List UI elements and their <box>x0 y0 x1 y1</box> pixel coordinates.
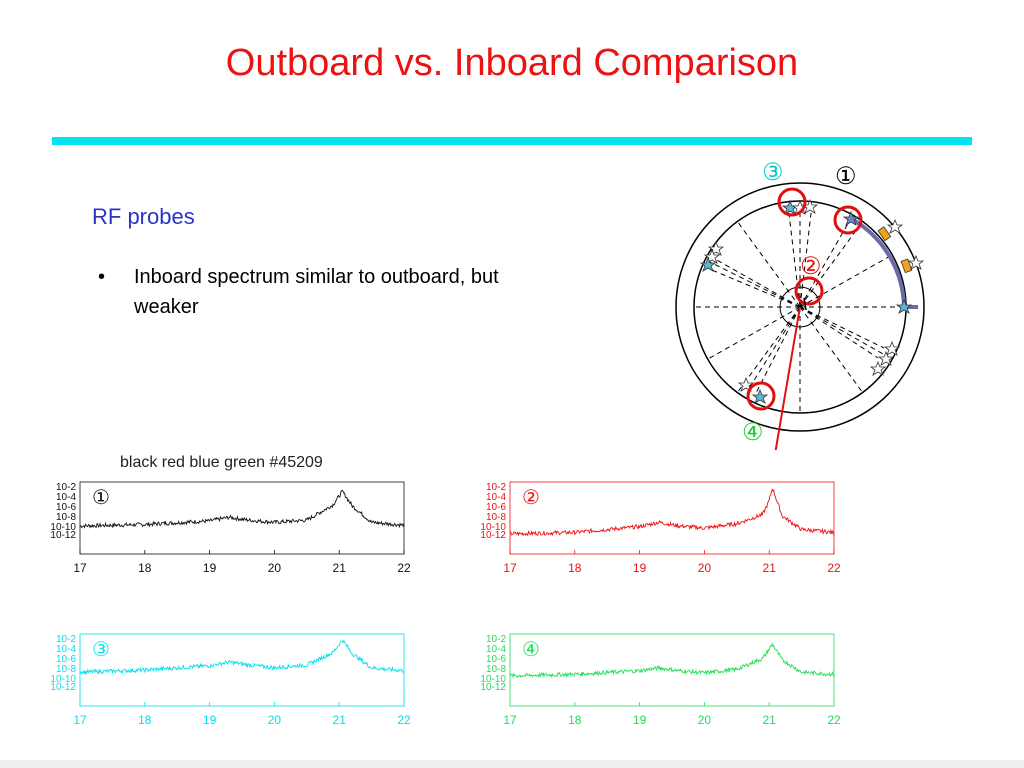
x-tick-label: 22 <box>397 713 411 727</box>
y-tick-label: 10-12 <box>480 530 506 541</box>
panel-number-label: ① <box>92 487 110 509</box>
footer-bar <box>0 760 1024 768</box>
y-tick-label: 10-10 <box>480 522 506 533</box>
y-tick-label: 10-2 <box>486 482 506 493</box>
x-tick-label: 18 <box>568 561 582 575</box>
callout-4: ④ <box>742 419 764 446</box>
pointer-arrow-line <box>774 306 801 450</box>
y-tick-label: 10-10 <box>480 674 506 685</box>
plot-title: black red blue green #45209 <box>120 454 323 471</box>
bullet-marker: • <box>98 266 106 288</box>
y-tick-label: 10-4 <box>56 492 76 503</box>
y-tick-label: 10-2 <box>486 634 506 645</box>
x-tick-label: 18 <box>138 561 152 575</box>
probe-stars <box>699 198 925 404</box>
x-tick-label: 22 <box>827 713 841 727</box>
y-tick-label: 10-12 <box>50 682 76 693</box>
x-tick-label: 17 <box>73 713 87 727</box>
x-tick-label: 18 <box>138 713 152 727</box>
plot-frame <box>79 481 405 555</box>
x-tick-label: 20 <box>698 561 712 575</box>
slide-title: Outboard vs. Inboard Comparison <box>225 42 799 84</box>
callout-3: ③ <box>762 159 784 186</box>
y-tick-label: 10-2 <box>56 482 76 493</box>
y-tick-label: 10-6 <box>56 502 76 513</box>
outer-wall-circle <box>675 182 925 432</box>
highlight-probe-2 <box>794 276 824 306</box>
probe-star <box>751 388 769 404</box>
x-tick-label: 20 <box>268 561 282 575</box>
y-tick-label: 10-10 <box>50 522 76 533</box>
x-tick-label: 20 <box>698 713 712 727</box>
probe-star <box>699 256 717 272</box>
spectrum-trace <box>509 488 835 537</box>
callout-2: ② <box>800 253 822 280</box>
antenna-strap <box>900 258 913 274</box>
probe-star <box>842 210 860 226</box>
section-heading: RF probes <box>92 204 195 229</box>
probe-star <box>877 350 895 366</box>
probe-star <box>895 298 913 314</box>
probe-star <box>886 218 904 234</box>
highlight-probe-1 <box>833 205 863 235</box>
title-divider <box>52 137 972 145</box>
y-tick-label: 10-12 <box>480 682 506 693</box>
center-marker <box>803 297 807 311</box>
x-tick-label: 18 <box>568 713 582 727</box>
x-tick-label: 17 <box>503 561 517 575</box>
x-tick-label: 21 <box>333 713 347 727</box>
panel-number-label: ② <box>522 487 540 509</box>
probe-star <box>883 340 901 356</box>
bullet-text: Inboard spectrum similar to outboard, bu… <box>134 266 499 318</box>
x-tick-label: 17 <box>73 561 87 575</box>
x-tick-label: 22 <box>397 561 411 575</box>
x-tick-label: 17 <box>503 713 517 727</box>
probe-star <box>907 254 925 270</box>
y-tick-label: 10-8 <box>56 512 76 523</box>
y-tick-label: 10-12 <box>50 530 76 541</box>
y-tick-label: 10-6 <box>56 654 76 665</box>
y-tick-label: 10-4 <box>486 644 506 655</box>
spectrum-trace <box>79 639 405 676</box>
x-tick-label: 19 <box>203 561 217 575</box>
y-tick-label: 10-2 <box>56 634 76 645</box>
y-tick-label: 10-10 <box>50 674 76 685</box>
x-tick-label: 19 <box>633 561 647 575</box>
highlight-probe-4 <box>746 381 776 411</box>
x-tick-label: 21 <box>763 713 777 727</box>
spectrum-trace <box>79 489 405 529</box>
y-tick-label: 10-8 <box>56 664 76 675</box>
y-tick-label: 10-8 <box>486 512 506 523</box>
probe-star <box>869 360 887 376</box>
plot-frame <box>509 633 835 707</box>
y-tick-label: 10-4 <box>486 492 506 503</box>
x-tick-label: 21 <box>763 561 777 575</box>
y-tick-label: 10-4 <box>56 644 76 655</box>
x-tick-label: 20 <box>268 713 282 727</box>
x-tick-label: 19 <box>633 713 647 727</box>
y-tick-label: 10-6 <box>486 654 506 665</box>
spectrum-trace <box>509 642 835 679</box>
y-tick-label: 10-8 <box>486 664 506 675</box>
plot-frame <box>509 481 835 555</box>
antenna-strap <box>877 226 892 242</box>
y-tick-label: 10-6 <box>486 502 506 513</box>
plot-frame <box>79 633 405 707</box>
panel-number-label: ③ <box>92 639 110 661</box>
highlight-probe-3 <box>777 187 807 217</box>
callout-1: ① <box>835 163 857 190</box>
x-tick-label: 21 <box>333 561 347 575</box>
x-tick-label: 19 <box>203 713 217 727</box>
panel-number-label: ④ <box>522 639 540 661</box>
radial-chords <box>694 201 906 413</box>
x-tick-label: 22 <box>827 561 841 575</box>
probe-layout-diagram: ③ ① ② ④ <box>675 159 925 450</box>
